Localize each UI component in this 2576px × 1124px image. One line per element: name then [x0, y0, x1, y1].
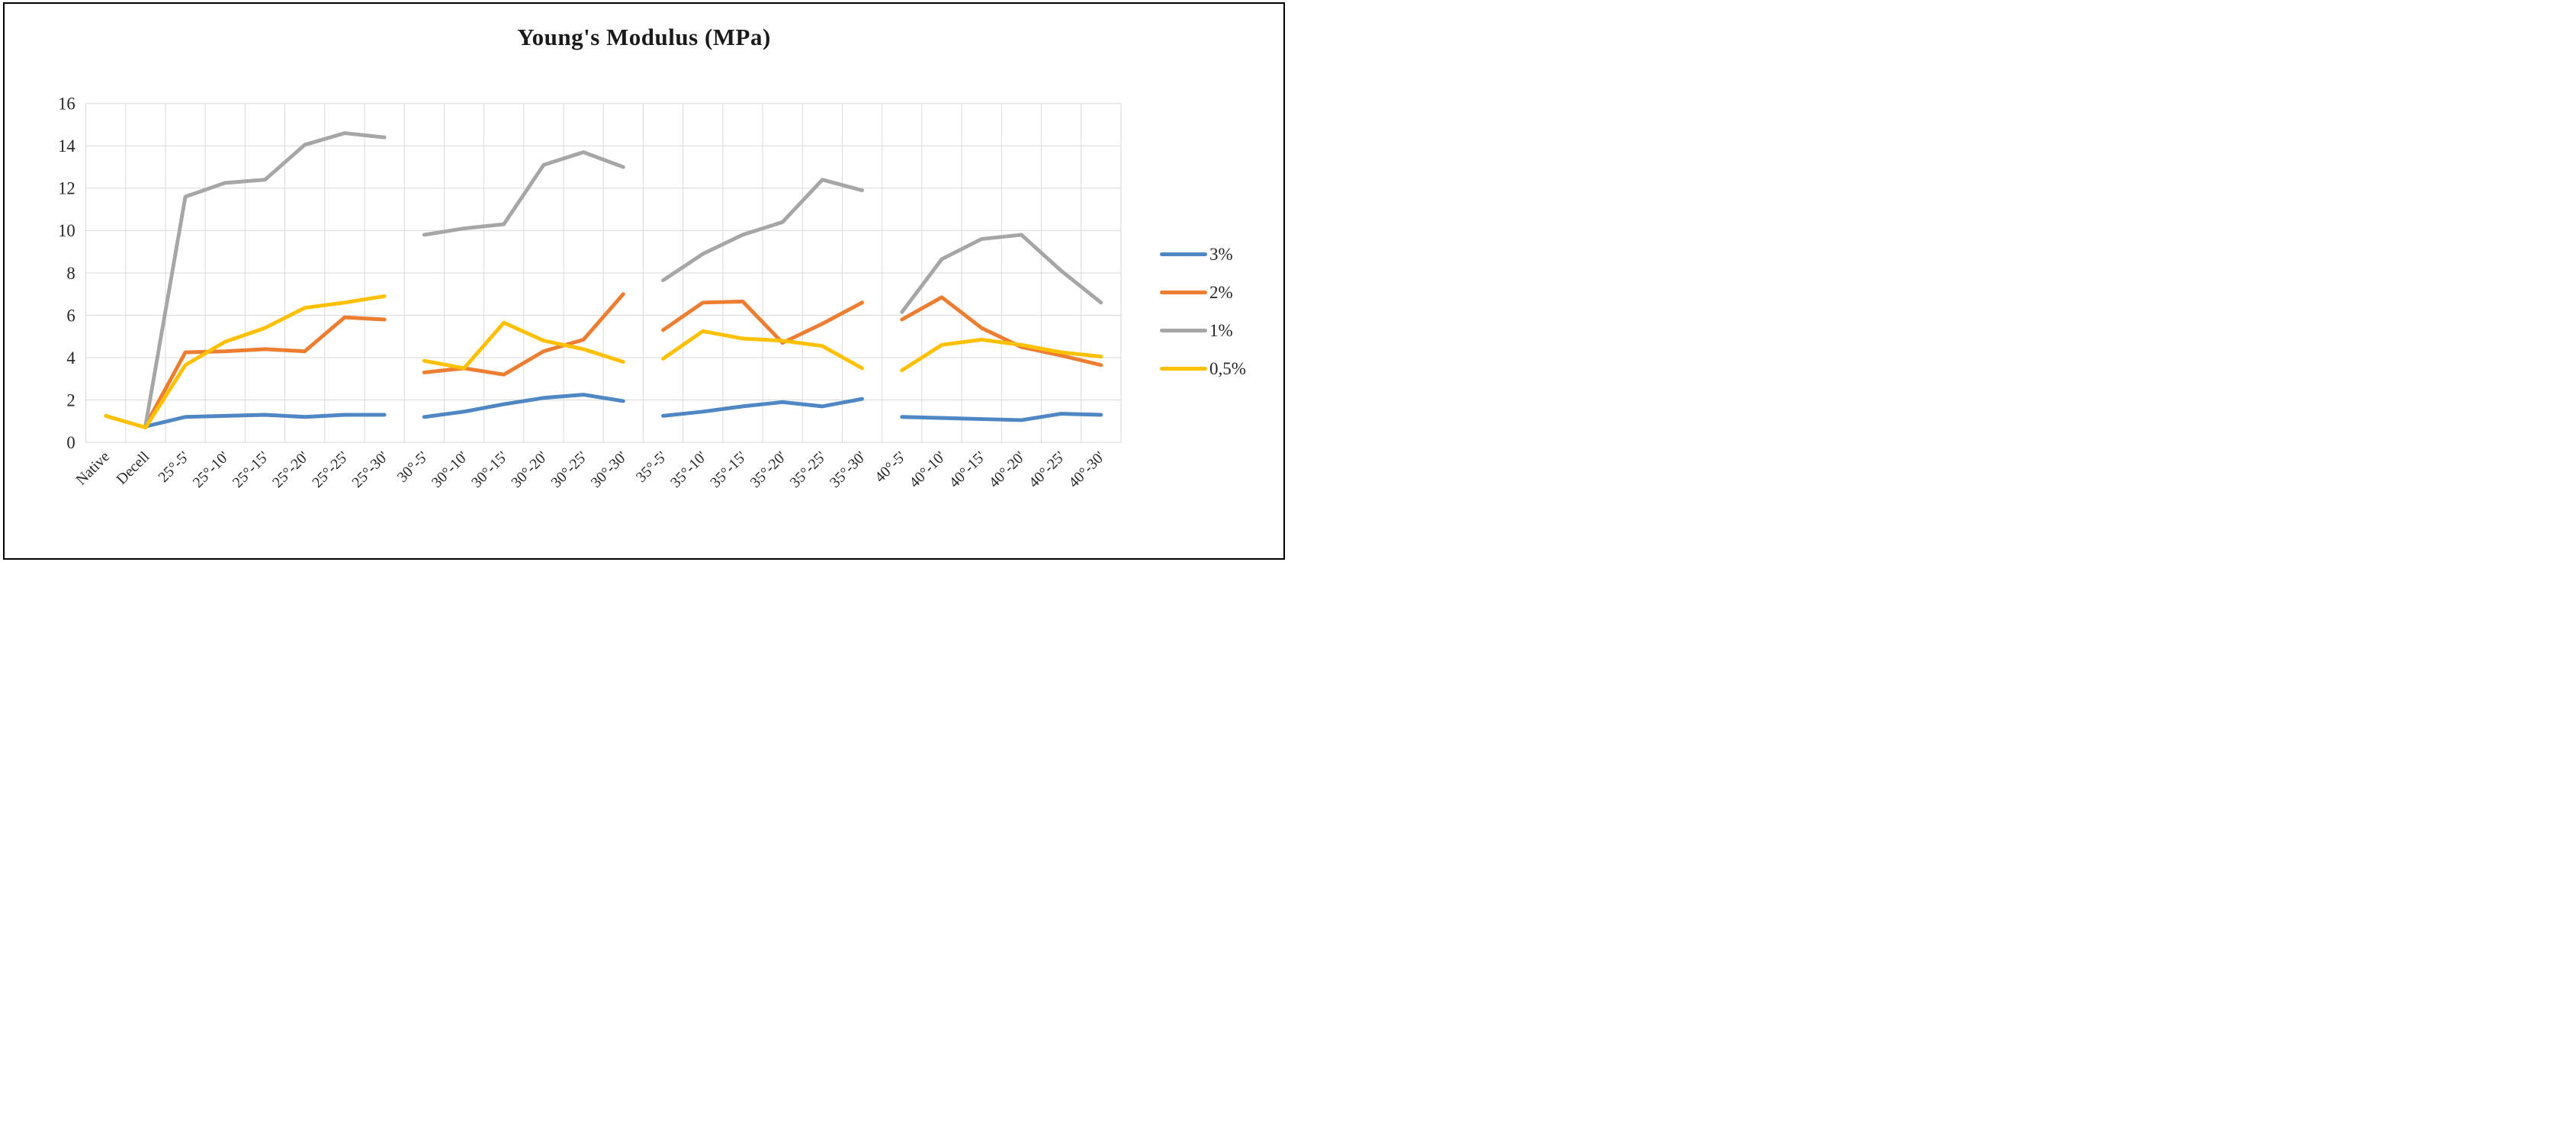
- svg-text:40°-30': 40°-30': [1065, 448, 1108, 491]
- series-line-05: [104, 294, 1103, 430]
- svg-text:25°-30': 25°-30': [348, 448, 391, 491]
- series-line-2: [143, 292, 1103, 428]
- svg-text:40°-5': 40°-5': [872, 448, 909, 486]
- legend-label: 2%: [1209, 282, 1233, 302]
- chart-legend: 3% 2% 1% 0,5%: [1160, 235, 1288, 387]
- svg-text:40°-15': 40°-15': [946, 448, 988, 491]
- gridlines: [85, 103, 1122, 443]
- svg-text:14: 14: [58, 136, 75, 156]
- series-line-3: [143, 393, 1103, 429]
- legend-line-swatch: [1160, 328, 1207, 332]
- figure-page: Young's Modulus (MPa) 0 2 4 6 8 10 12 14 16 Nativ…: [0, 0, 1288, 562]
- legend-line-swatch: [1160, 366, 1207, 371]
- svg-text:30°-20': 30°-20': [508, 448, 551, 491]
- y-axis-tick-labels: 0 2 4 6 8 10 12 14 16: [58, 95, 75, 452]
- chart-title: Young's Modulus (MPa): [517, 24, 771, 50]
- svg-text:16: 16: [58, 95, 75, 114]
- svg-text:25°-15': 25°-15': [230, 448, 272, 491]
- svg-text:35°-25': 35°-25': [787, 448, 830, 491]
- legend-label: 1%: [1209, 320, 1233, 340]
- svg-text:4: 4: [66, 348, 75, 368]
- legend-label: 3%: [1209, 244, 1233, 264]
- legend-line-swatch: [1160, 252, 1207, 256]
- svg-text:25°-25': 25°-25': [309, 448, 352, 491]
- legend-item-1: 1%: [1160, 311, 1288, 349]
- svg-text:25°-20': 25°-20': [269, 448, 312, 491]
- svg-text:2: 2: [66, 390, 75, 409]
- svg-text:6: 6: [66, 306, 75, 325]
- svg-text:40°-20': 40°-20': [986, 448, 1029, 491]
- legend-item-05: 0,5%: [1160, 349, 1288, 387]
- svg-text:10: 10: [58, 221, 75, 240]
- svg-text:40°-10': 40°-10': [906, 448, 949, 491]
- svg-text:30°-15': 30°-15': [468, 448, 511, 491]
- svg-text:0: 0: [66, 433, 75, 452]
- svg-text:Decell: Decell: [113, 448, 153, 487]
- svg-text:35°-15': 35°-15': [707, 448, 750, 491]
- svg-text:35°-10': 35°-10': [667, 448, 710, 491]
- svg-text:30°-30': 30°-30': [588, 448, 631, 491]
- legend-item-2: 2%: [1160, 273, 1288, 311]
- chart-frame: Young's Modulus (MPa) 0 2 4 6 8 10 12 14 16 Nativ…: [3, 2, 1285, 560]
- x-axis-tick-labels: Native Decell 25°-5'25°-10'25°-15'25°-20'2…: [72, 448, 1108, 491]
- svg-text:30°-5': 30°-5': [394, 448, 432, 486]
- svg-text:25°-10': 25°-10': [190, 448, 233, 491]
- svg-text:12: 12: [58, 179, 75, 198]
- svg-text:25°-5': 25°-5': [155, 448, 192, 486]
- svg-text:30°-10': 30°-10': [429, 448, 471, 491]
- svg-text:35°-30': 35°-30': [827, 448, 869, 491]
- svg-text:40°-25': 40°-25': [1026, 448, 1068, 491]
- legend-line-swatch: [1160, 290, 1207, 294]
- series-line-1: [143, 131, 1103, 428]
- legend-label: 0,5%: [1209, 358, 1246, 378]
- svg-text:35°-5': 35°-5': [633, 448, 670, 486]
- svg-text:30°-25': 30°-25': [548, 448, 590, 491]
- svg-text:35°-20': 35°-20': [747, 448, 789, 491]
- svg-text:8: 8: [66, 264, 75, 283]
- legend-item-3: 3%: [1160, 235, 1288, 273]
- svg-text:Native: Native: [72, 448, 113, 489]
